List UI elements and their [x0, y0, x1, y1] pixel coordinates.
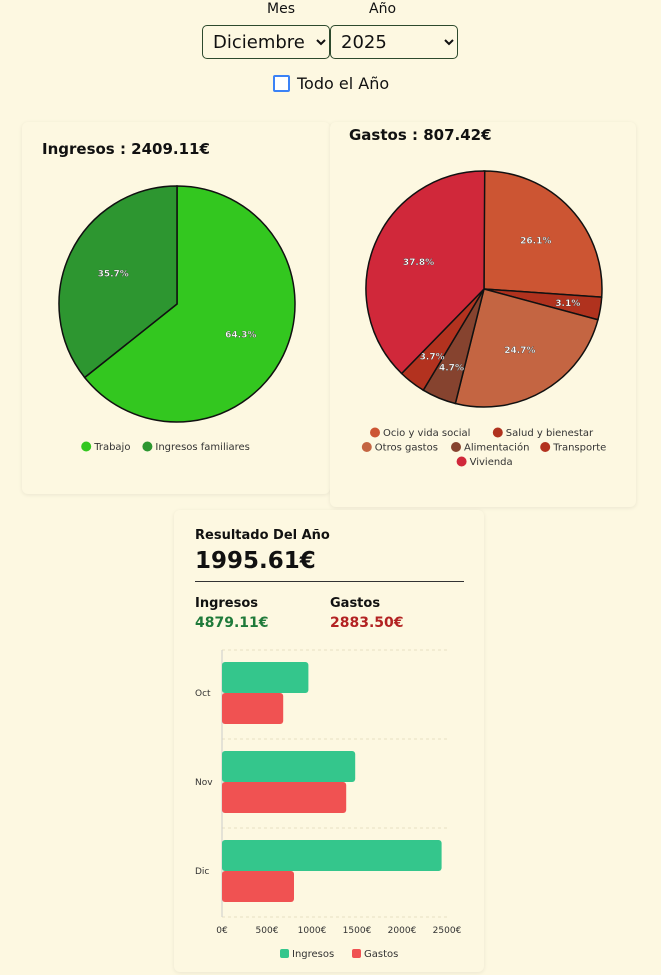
bar-gastos[interactable] [222, 693, 284, 724]
legend-label[interactable]: Transporte [552, 443, 606, 454]
legend-swatch [280, 949, 289, 958]
pie-slice-label: 35.7% [98, 269, 129, 279]
x-tick-label: 500€ [256, 926, 279, 936]
pie-slice-label: 3.1% [555, 299, 580, 309]
pie-slice[interactable] [454, 288, 599, 408]
legend-label[interactable]: Salud y bienestar [506, 428, 594, 439]
x-tick-label: 0€ [216, 926, 228, 936]
legend-label[interactable]: Gastos [364, 949, 398, 960]
legend-label[interactable]: Ingresos familiares [155, 442, 250, 453]
result-expense-label: Gastos [330, 596, 381, 611]
pie-slice[interactable] [58, 185, 178, 379]
pie-slice-label: 4.7% [439, 363, 464, 373]
result-income-value: 4879.11€ [195, 615, 269, 631]
bar-ingresos[interactable] [222, 840, 442, 871]
bar-gastos[interactable] [222, 782, 347, 813]
month-select[interactable]: Diciembre [202, 25, 330, 59]
legend-swatch [352, 949, 361, 958]
y-tick-label: Oct [195, 689, 211, 699]
pie-slice-label: 37.8% [403, 258, 434, 268]
expense-card-title: Gastos : 807.42€ [349, 126, 492, 144]
legend-label[interactable]: Vivienda [470, 457, 513, 468]
result-expense-value: 2883.50€ [330, 615, 404, 631]
result-total: 1995.61€ [195, 548, 316, 574]
legend-swatch [492, 427, 503, 438]
month-label: Mes [267, 1, 295, 17]
year-select[interactable]: 2025 [330, 25, 458, 59]
bar-ingresos[interactable] [222, 662, 309, 693]
x-tick-label: 2000€ [388, 926, 417, 936]
legend-swatch [451, 442, 461, 452]
pie-slice-label: 26.1% [520, 237, 551, 247]
legend-label[interactable]: Ocio y vida social [383, 428, 470, 439]
legend-label[interactable]: Alimentación [464, 442, 529, 454]
pie-slice[interactable] [483, 170, 603, 298]
legend-swatch [456, 456, 467, 467]
income-card-title: Ingresos : 2409.11€ [42, 140, 210, 158]
result-income-label: Ingresos [195, 596, 259, 611]
legend-swatch [81, 441, 92, 452]
pie-slice-label: 3.7% [420, 352, 445, 362]
pie-slice-label: 24.7% [504, 346, 535, 356]
all-year-checkbox[interactable] [273, 75, 290, 92]
monthly-bar-chart: Oct Nov Dic 0€ 500€ 1000€ 1500€ 2000€ 2500€ Ingre… [195, 649, 462, 960]
result-divider [195, 581, 464, 582]
year-label: Año [369, 1, 397, 17]
x-tick-label: 2500€ [433, 926, 462, 936]
x-tick-label: 1500€ [343, 926, 372, 936]
bar-ingresos[interactable] [222, 751, 356, 782]
legend-label[interactable]: Trabajo [93, 442, 130, 453]
all-year-label[interactable]: Todo el Año [297, 74, 390, 93]
legend-swatch [370, 427, 380, 438]
expense-pie-chart: 26.1% 3.1% 24.7% 4.7%3.7% 37.8% Ocio y vida s… [361, 170, 606, 468]
legend-label[interactable]: Ingresos [292, 949, 334, 960]
pie-slice-label: 64.3% [225, 331, 256, 341]
legend-label[interactable]: Otros gastos [375, 443, 438, 454]
result-title: Resultado Del Año [195, 528, 330, 543]
pie-slice[interactable] [365, 170, 486, 375]
y-tick-label: Nov [195, 778, 213, 788]
legend-swatch [142, 441, 153, 452]
pie-slice[interactable] [83, 185, 296, 423]
legend-swatch [361, 442, 372, 452]
bar-gastos[interactable] [222, 871, 294, 902]
legend-swatch [540, 442, 551, 452]
income-pie-chart: 64.3% 35.7% Trabajo Ingresos familiares [58, 185, 296, 453]
x-tick-label: 1000€ [298, 926, 327, 936]
y-tick-label: Dic [195, 867, 209, 877]
